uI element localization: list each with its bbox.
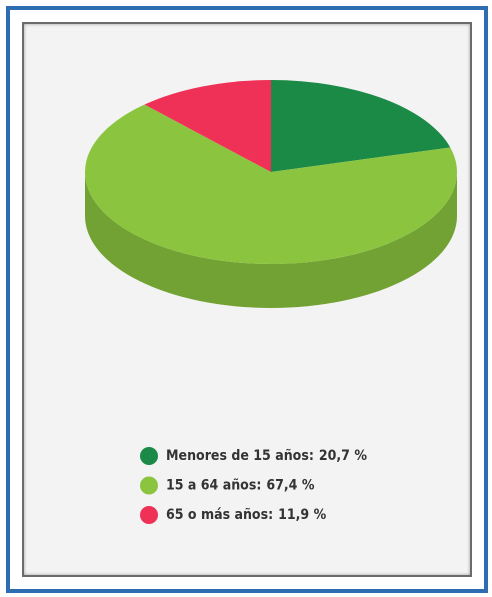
legend-value: 67,4 % [266,478,314,494]
legend-marker [140,506,158,524]
pie-slice [85,104,457,265]
legend-name: 15 a 64 años: [166,478,261,494]
legend-name: 65 o más años: [166,507,273,523]
legend-label: 15 a 64 años: 67,4 % [166,478,315,494]
legend-value: 11,9 % [278,507,326,523]
pie-side [85,172,457,308]
legend-name: Menores de 15 años: [166,448,314,464]
pie-slice [271,80,451,172]
legend-label: Menores de 15 años: 20,7 % [166,448,367,464]
legend-value: 20,7 % [319,448,367,464]
legend-label: 65 o más años: 11,9 % [166,507,327,523]
legend-marker [140,447,158,465]
legend-marker [140,476,158,495]
pie-slice [144,80,271,172]
